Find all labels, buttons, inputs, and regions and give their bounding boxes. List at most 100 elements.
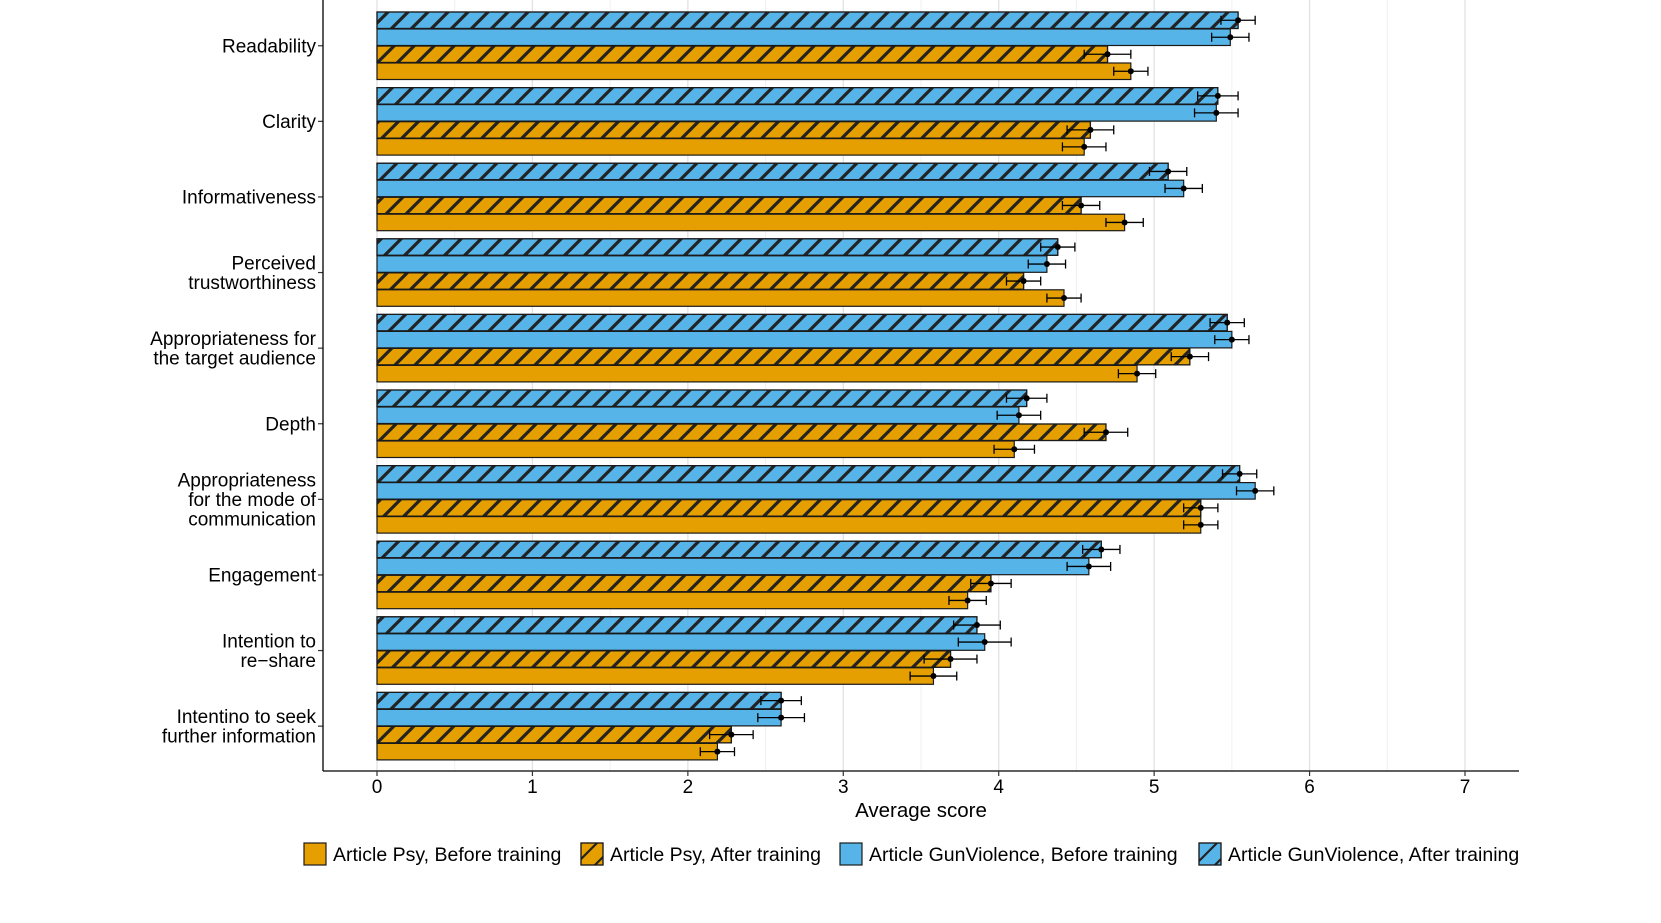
category-label-line: the target audience <box>153 348 316 369</box>
bar-hatch-appropriateness-for-the-target-audience-article-psy-after-training <box>376 347 1191 366</box>
legend-swatch-article-gunviolence-before-training <box>839 842 863 866</box>
bar-clarity-article-psy-before-training <box>376 138 1085 156</box>
mean-point-informativeness-article-gunviolence-after-training <box>1165 168 1172 175</box>
mean-point-clarity-article-psy-after-training <box>1087 126 1094 133</box>
mean-point-readability-article-psy-after-training <box>1104 51 1111 58</box>
mean-point-appropriateness-for-the-mode-of-communication-article-gunviolence-before-training <box>1252 487 1259 494</box>
bar-perceived-trustworthiness-article-psy-before-training <box>376 289 1065 307</box>
bar-hatch-clarity-article-psy-after-training <box>376 120 1092 139</box>
category-label-clarity: Clarity <box>262 112 316 133</box>
x-tick-label-6: 6 <box>1304 777 1315 798</box>
bar-intention-to-re-share-article-psy-before-training <box>376 667 935 685</box>
category-label-line: re−share <box>240 651 316 672</box>
mean-point-engagement-article-gunviolence-before-training <box>1085 563 1092 570</box>
mean-point-depth-article-gunviolence-before-training <box>1015 412 1022 419</box>
axes <box>318 0 1519 776</box>
bar-hatch-engagement-article-gunviolence-after-training <box>376 540 1102 559</box>
mean-point-depth-article-gunviolence-after-training <box>1023 395 1030 402</box>
mean-point-appropriateness-for-the-mode-of-communication-article-psy-after-training <box>1197 504 1204 511</box>
bar-hatch-depth-article-gunviolence-after-training <box>376 389 1028 408</box>
bars <box>376 11 1275 761</box>
mean-point-depth-article-psy-before-training <box>1011 446 1018 453</box>
bar-hatch-intention-to-re-share-article-gunviolence-after-training <box>376 616 978 634</box>
mean-point-appropriateness-for-the-target-audience-article-psy-before-training <box>1134 370 1141 377</box>
legend-label-article-gunviolence-after-training: Article GunViolence, After training <box>1228 844 1519 866</box>
mean-point-clarity-article-gunviolence-before-training <box>1213 109 1220 116</box>
legend: Article Psy, Before training Article Psy,… <box>303 842 1519 866</box>
bar-appropriateness-for-the-target-audience-article-psy-before-training <box>376 364 1138 383</box>
category-label-line: Engagement <box>208 565 316 586</box>
category-label-appropriateness-for-the-target-audience: Appropriateness for the target audience <box>150 329 316 370</box>
legend-label-article-gunviolence-before-training: Article GunViolence, Before training <box>869 844 1178 866</box>
category-label-line: Intentino to seek <box>177 707 317 728</box>
mean-point-readability-article-psy-before-training <box>1127 68 1134 75</box>
category-label-readability: Readability <box>222 36 316 57</box>
mean-point-perceived-trustworthiness-article-gunviolence-before-training <box>1043 261 1050 268</box>
category-label-line: Intention to <box>222 631 316 652</box>
category-label-line: for the mode of <box>188 490 317 511</box>
category-label-line: trustworthiness <box>188 273 316 294</box>
mean-point-appropriateness-for-the-mode-of-communication-article-gunviolence-after-training <box>1236 470 1243 477</box>
bar-readability-article-gunviolence-before-training <box>376 28 1231 47</box>
mean-point-clarity-article-psy-before-training <box>1081 143 1088 150</box>
mean-point-readability-article-gunviolence-before-training <box>1227 34 1234 41</box>
bar-appropriateness-for-the-target-audience-article-gunviolence-before-training <box>376 330 1233 349</box>
bar-informativeness-article-psy-before-training <box>376 213 1126 232</box>
bar-clarity-article-gunviolence-before-training <box>376 103 1217 122</box>
bar-hatch-engagement-article-psy-after-training <box>376 574 992 593</box>
mean-point-intention-to-re-share-article-gunviolence-before-training <box>981 639 988 646</box>
bar-depth-article-gunviolence-before-training <box>376 406 1020 425</box>
bar-hatch-clarity-article-gunviolence-after-training <box>376 86 1219 105</box>
bar-hatch-readability-article-psy-after-training <box>376 45 1109 64</box>
x-tick-label-3: 3 <box>838 777 849 798</box>
bar-engagement-article-gunviolence-before-training <box>376 557 1090 576</box>
mean-point-perceived-trustworthiness-article-psy-before-training <box>1060 295 1067 302</box>
mean-point-appropriateness-for-the-target-audience-article-gunviolence-before-training <box>1228 336 1235 343</box>
x-tick-label-2: 2 <box>683 777 694 798</box>
category-label-line: Depth <box>265 414 316 435</box>
mean-point-readability-article-gunviolence-after-training <box>1235 17 1242 24</box>
legend-swatch-hatch-article-gunviolence-after-training <box>1198 842 1222 866</box>
labels: Readability Clarity Informativeness Perceiv… <box>150 36 1470 822</box>
category-label-depth: Depth <box>265 414 316 435</box>
bar-intentino-to-seek-further-information-article-gunviolence-before-training <box>376 708 782 727</box>
x-axis-title: Average score <box>855 799 987 822</box>
mean-point-perceived-trustworthiness-article-gunviolence-after-training <box>1054 244 1061 251</box>
mean-point-engagement-article-psy-after-training <box>987 580 994 587</box>
bar-engagement-article-psy-before-training <box>376 591 969 610</box>
bar-informativeness-article-gunviolence-before-training <box>376 179 1185 198</box>
mean-point-intention-to-re-share-article-gunviolence-after-training <box>973 622 980 629</box>
bar-hatch-depth-article-psy-after-training <box>376 423 1107 442</box>
bar-hatch-appropriateness-for-the-target-audience-article-gunviolence-after-training <box>376 313 1228 332</box>
bar-appropriateness-for-the-mode-of-communication-article-gunviolence-before-training <box>376 482 1256 500</box>
bar-perceived-trustworthiness-article-gunviolence-before-training <box>376 255 1048 273</box>
mean-point-clarity-article-gunviolence-after-training <box>1214 92 1221 99</box>
mean-point-perceived-trustworthiness-article-psy-after-training <box>1020 278 1027 285</box>
mean-point-intentino-to-seek-further-information-article-psy-after-training <box>728 731 735 738</box>
category-label-intention-to-re-share: Intention to re−share <box>222 631 316 672</box>
category-label-line: Clarity <box>262 112 316 133</box>
mean-point-engagement-article-psy-before-training <box>964 597 971 604</box>
mean-point-depth-article-psy-after-training <box>1102 429 1109 436</box>
mean-point-appropriateness-for-the-target-audience-article-gunviolence-after-training <box>1224 319 1231 326</box>
mean-point-appropriateness-for-the-mode-of-communication-article-psy-before-training <box>1197 521 1204 528</box>
x-tick-label-0: 0 <box>372 777 383 798</box>
category-label-perceived-trustworthiness: Perceived trustworthiness <box>188 253 316 294</box>
category-label-intentino-to-seek-further-information: Intentino to seek further information <box>162 707 317 748</box>
mean-point-intention-to-re-share-article-psy-before-training <box>930 673 937 680</box>
legend-swatch-article-psy-before-training <box>303 842 327 866</box>
mean-point-informativeness-article-gunviolence-before-training <box>1180 185 1187 192</box>
mean-point-intentino-to-seek-further-information-article-gunviolence-before-training <box>778 714 785 721</box>
x-tick-label-5: 5 <box>1149 777 1160 798</box>
bar-appropriateness-for-the-mode-of-communication-article-psy-before-training <box>376 515 1202 534</box>
bar-hatch-perceived-trustworthiness-article-psy-after-training <box>376 272 1025 290</box>
mean-point-intentino-to-seek-further-information-article-gunviolence-after-training <box>778 697 785 704</box>
mean-point-intentino-to-seek-further-information-article-psy-before-training <box>714 748 721 755</box>
category-label-line: Readability <box>222 36 316 57</box>
x-tick-label-7: 7 <box>1460 777 1471 798</box>
category-label-line: Appropriateness for <box>150 329 316 350</box>
legend-label-article-psy-before-training: Article Psy, Before training <box>333 844 561 866</box>
bar-readability-article-psy-before-training <box>376 62 1132 81</box>
bar-depth-article-psy-before-training <box>376 440 1015 459</box>
